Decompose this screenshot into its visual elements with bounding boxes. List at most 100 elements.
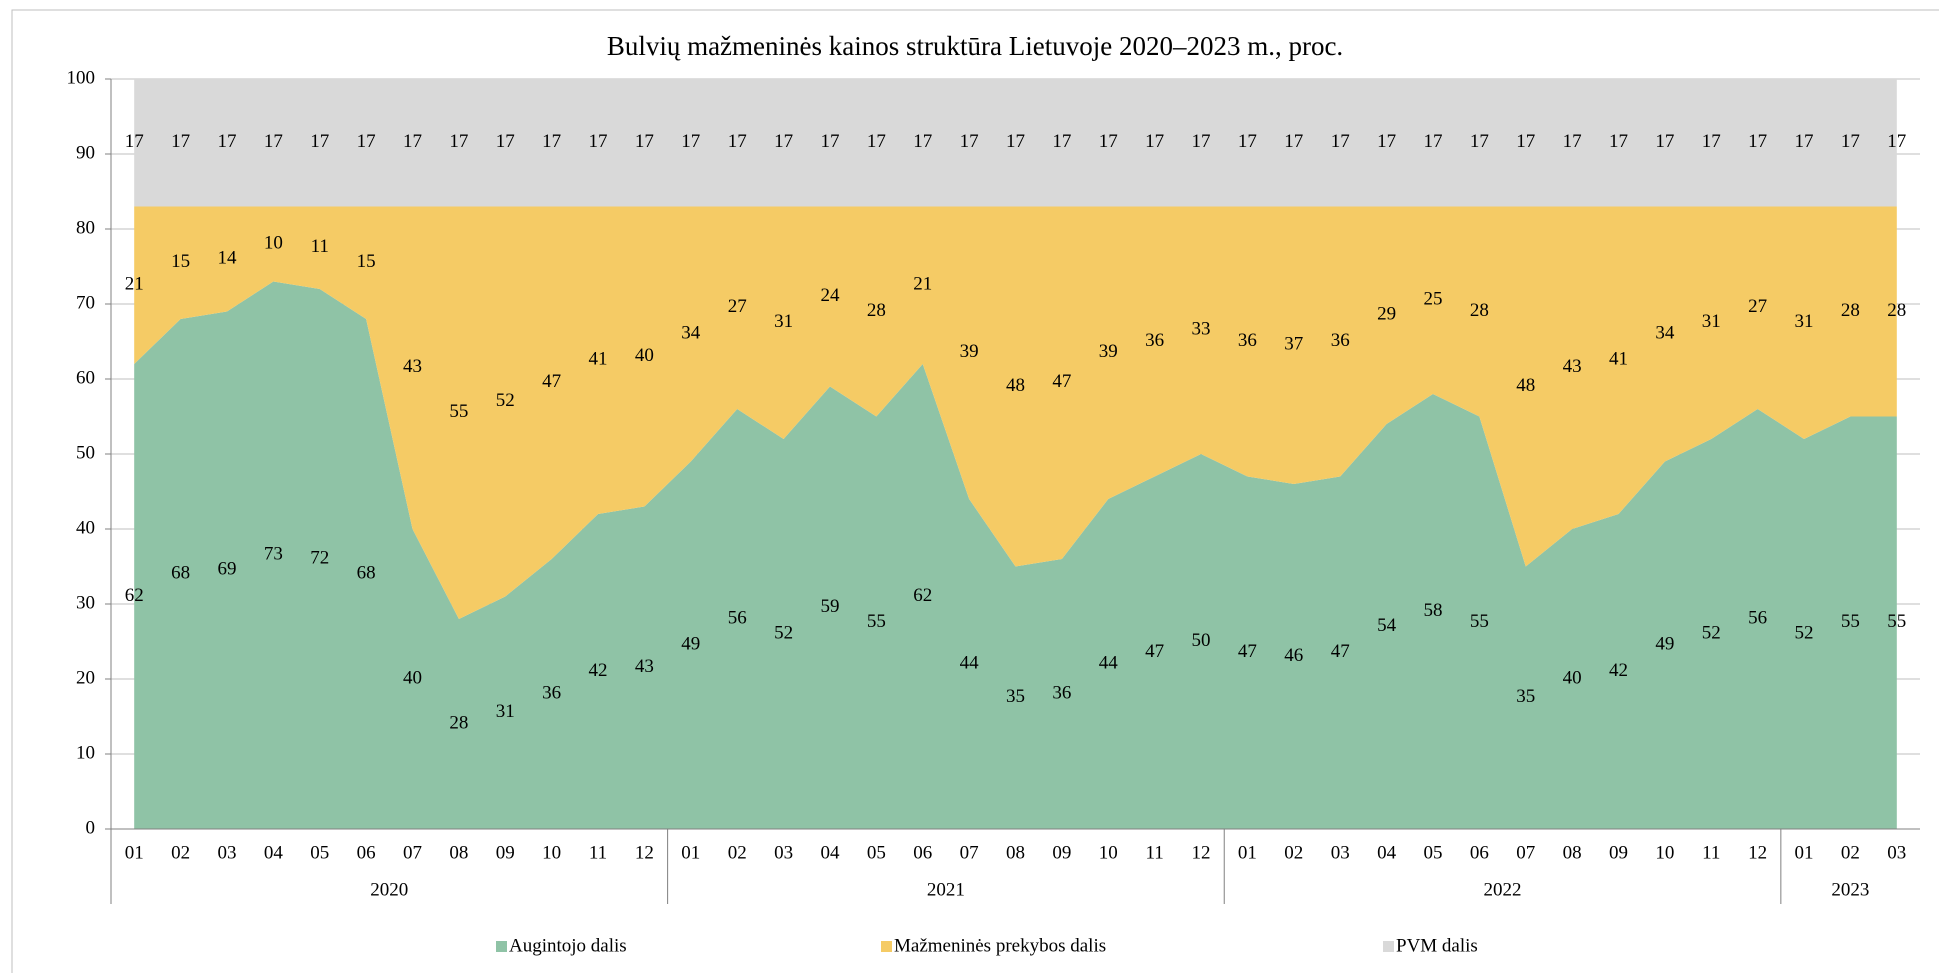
data-label: 11 xyxy=(311,236,329,257)
data-label: 49 xyxy=(681,634,700,655)
chart-border xyxy=(11,9,1939,973)
x-tick-label: 12 xyxy=(1748,842,1767,863)
x-tick-label: 03 xyxy=(774,842,793,863)
data-label: 10 xyxy=(264,232,283,253)
y-tick-label: 30 xyxy=(76,592,95,613)
x-tick-label: 01 xyxy=(681,842,700,863)
data-label: 17 xyxy=(635,131,654,152)
data-label: 17 xyxy=(217,131,236,152)
data-label: 56 xyxy=(1748,607,1767,628)
y-tick-label: 100 xyxy=(67,67,96,88)
x-tick-label: 05 xyxy=(1423,842,1442,863)
data-label: 68 xyxy=(357,562,376,583)
x-tick-label: 02 xyxy=(1841,842,1860,863)
x-tick-label: 04 xyxy=(264,842,284,863)
data-label: 40 xyxy=(635,345,654,366)
data-label: 56 xyxy=(728,607,747,628)
legend-swatch xyxy=(881,941,892,952)
x-tick-label: 11 xyxy=(1146,842,1164,863)
y-tick-label: 0 xyxy=(86,817,96,838)
data-label: 39 xyxy=(1099,341,1118,362)
data-label: 14 xyxy=(217,247,237,268)
x-tick-label: 06 xyxy=(913,842,932,863)
data-label: 17 xyxy=(542,131,561,152)
data-label: 31 xyxy=(496,701,515,722)
x-tick-label: 11 xyxy=(589,842,607,863)
x-tick-label: 02 xyxy=(728,842,747,863)
data-label: 28 xyxy=(1841,300,1860,321)
area xyxy=(134,206,1897,619)
data-label: 72 xyxy=(310,547,329,568)
data-label: 40 xyxy=(1563,667,1582,688)
data-label: 28 xyxy=(1887,300,1906,321)
data-label: 73 xyxy=(264,544,283,565)
data-label: 42 xyxy=(1609,660,1628,681)
data-label: 17 xyxy=(960,131,979,152)
x-tick-label: 05 xyxy=(867,842,886,863)
data-label: 47 xyxy=(1238,641,1257,662)
data-label: 37 xyxy=(1284,334,1303,355)
data-label: 17 xyxy=(1702,131,1721,152)
data-label: 48 xyxy=(1516,375,1535,396)
data-label: 68 xyxy=(171,562,190,583)
data-label: 28 xyxy=(449,712,468,733)
x-tick-label: 05 xyxy=(310,842,329,863)
data-label: 54 xyxy=(1377,615,1397,636)
x-tick-label: 09 xyxy=(1052,842,1071,863)
data-label: 17 xyxy=(1748,131,1767,152)
data-label: 27 xyxy=(728,296,747,317)
data-label: 36 xyxy=(1331,330,1350,351)
data-label: 17 xyxy=(496,131,515,152)
data-label: 17 xyxy=(310,131,329,152)
legend-swatch xyxy=(496,941,507,952)
x-tick-label: 08 xyxy=(449,842,468,863)
area xyxy=(134,281,1897,829)
data-label: 17 xyxy=(820,131,839,152)
data-label: 34 xyxy=(1655,322,1675,343)
data-label: 59 xyxy=(820,596,839,617)
data-label: 39 xyxy=(960,341,979,362)
data-label: 28 xyxy=(867,300,886,321)
data-label: 44 xyxy=(1099,652,1119,673)
data-label: 17 xyxy=(1841,131,1860,152)
data-label: 17 xyxy=(1099,131,1118,152)
x-tick-label: 09 xyxy=(1609,842,1628,863)
data-label: 17 xyxy=(774,131,793,152)
x-tick-label: 02 xyxy=(171,842,190,863)
x-tick-label: 06 xyxy=(357,842,376,863)
x-tick-label: 06 xyxy=(1470,842,1489,863)
data-label: 17 xyxy=(681,131,700,152)
data-label: 41 xyxy=(589,349,608,370)
group-label: 2021 xyxy=(927,879,965,900)
y-tick-label: 10 xyxy=(76,742,95,763)
data-label: 35 xyxy=(1516,686,1535,707)
data-label: 17 xyxy=(1331,131,1350,152)
data-label: 17 xyxy=(125,131,144,152)
data-label: 17 xyxy=(867,131,886,152)
data-label: 47 xyxy=(1331,641,1350,662)
x-tick-label: 01 xyxy=(125,842,144,863)
data-label: 55 xyxy=(867,611,886,632)
x-tick-label: 04 xyxy=(820,842,840,863)
data-label: 27 xyxy=(1748,296,1767,317)
group-label: 2020 xyxy=(370,879,408,900)
x-tick-label: 08 xyxy=(1563,842,1582,863)
data-label: 17 xyxy=(1609,131,1628,152)
data-label: 17 xyxy=(1145,131,1164,152)
data-label: 17 xyxy=(1052,131,1071,152)
data-label: 62 xyxy=(913,585,932,606)
data-label: 17 xyxy=(1563,131,1582,152)
data-label: 31 xyxy=(1702,311,1721,332)
x-tick-label: 01 xyxy=(1795,842,1814,863)
data-label: 42 xyxy=(589,660,608,681)
data-label: 21 xyxy=(125,274,144,295)
group-label: 2022 xyxy=(1484,879,1522,900)
x-tick-label: 03 xyxy=(217,842,236,863)
data-label: 47 xyxy=(1052,371,1071,392)
data-label: 50 xyxy=(1192,630,1211,651)
x-tick-label: 10 xyxy=(542,842,561,863)
group-label: 2023 xyxy=(1831,879,1869,900)
x-tick-label: 12 xyxy=(635,842,654,863)
y-tick-label: 20 xyxy=(76,667,95,688)
data-label: 36 xyxy=(1145,330,1164,351)
